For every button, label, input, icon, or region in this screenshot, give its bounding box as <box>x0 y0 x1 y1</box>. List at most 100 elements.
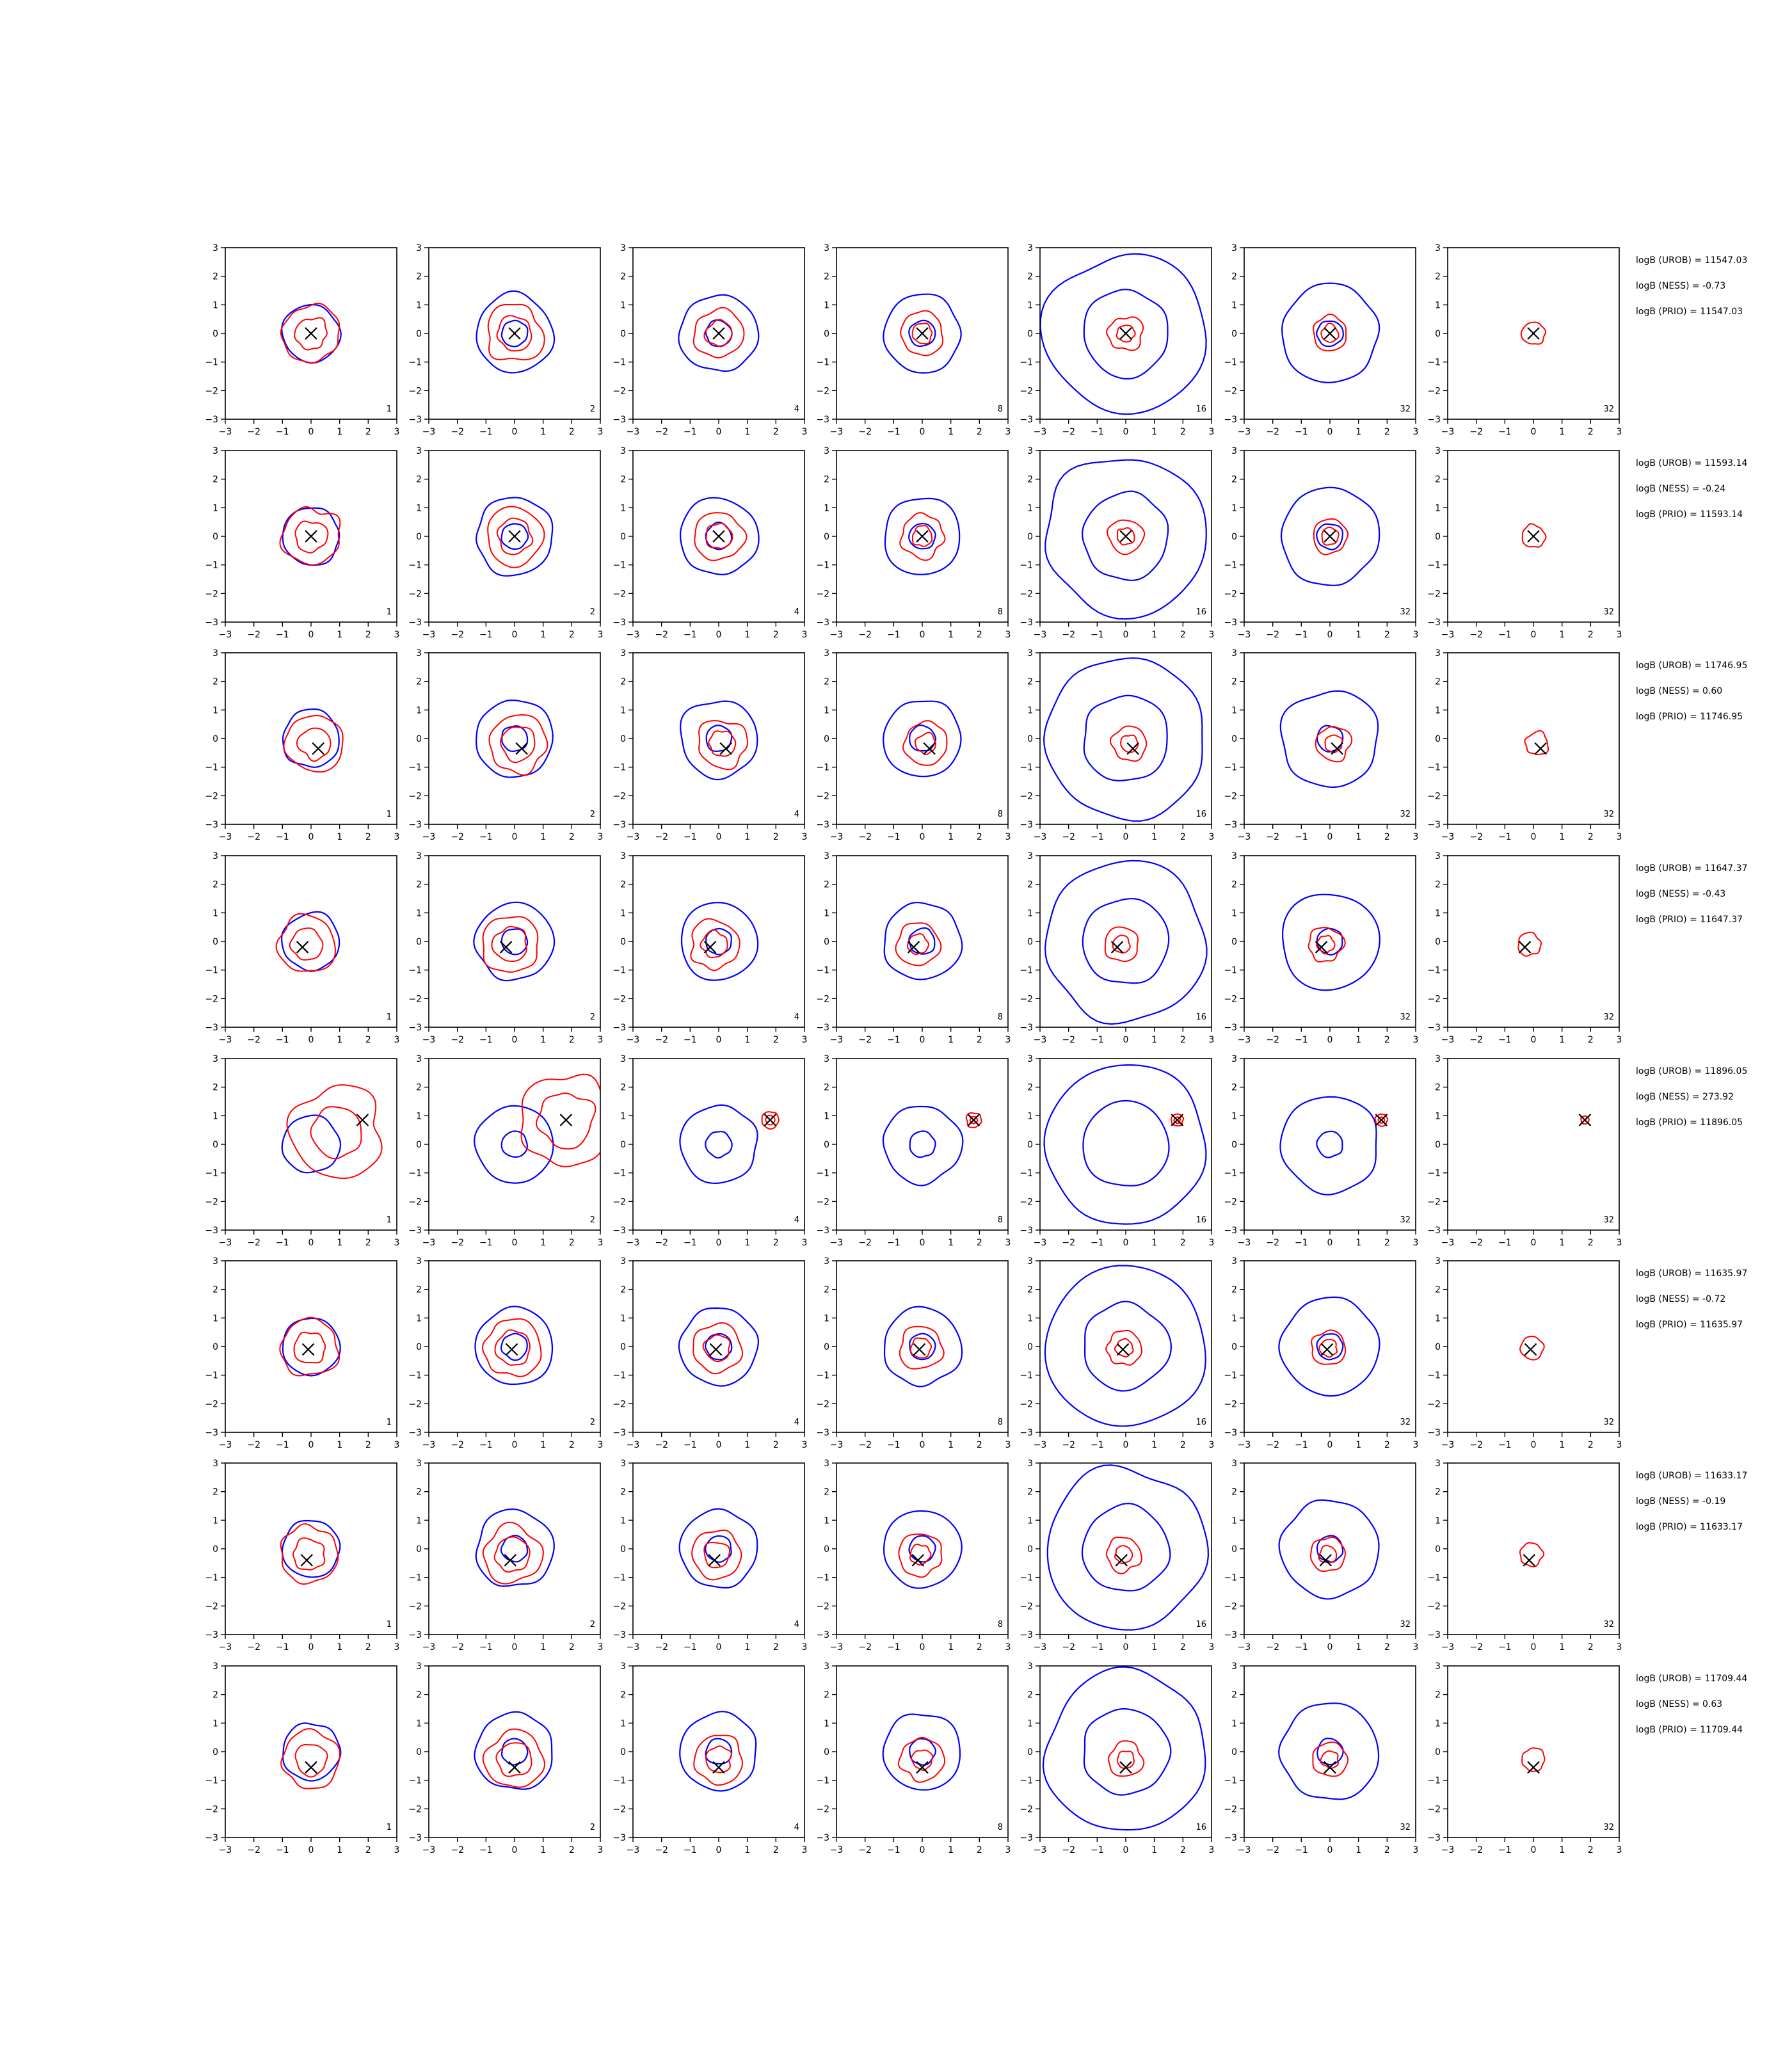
y-tick-label: −1 <box>612 1573 626 1583</box>
x-tick-label: 3 <box>1617 630 1622 640</box>
panel-r6-c4: −3−3 −2 −2 −1 −1 0 0 1 1 2 2 3 3 8 <box>816 1256 1011 1450</box>
blue-contour <box>1278 1296 1380 1397</box>
y-tick-label: 2 <box>620 272 626 282</box>
panel-r8-c3: −3−3 −2 −2 −1 −1 0 0 1 1 2 2 3 3 4 <box>612 1661 807 1855</box>
x-tick-label: 0 <box>1531 1642 1537 1652</box>
y-tick-label: −2 <box>1427 589 1441 599</box>
x-tick-label: 2 <box>773 1440 779 1450</box>
y-tick-label: −1 <box>205 763 218 773</box>
x-tick-label: −1 <box>276 427 289 437</box>
x-tick-label: −3 <box>1238 1035 1251 1045</box>
y-tick-label: 3 <box>416 1054 422 1064</box>
y-tick-label: 1 <box>1435 1516 1441 1526</box>
x-tick-label: −1 <box>276 1845 289 1855</box>
x-tick-label: 1 <box>540 832 546 842</box>
x-tick-label: 3 <box>1209 1035 1215 1045</box>
panel-annotation: 2 <box>590 1823 595 1832</box>
x-tick-label: −2 <box>1062 1238 1075 1248</box>
panel-r8-c4: −3−3 −2 −2 −1 −1 0 0 1 1 2 2 3 3 8 <box>816 1661 1011 1855</box>
y-tick-label: −2 <box>1224 1804 1237 1814</box>
x-tick-label: 0 <box>308 832 314 842</box>
x-tick-label: 3 <box>1209 1440 1215 1450</box>
x-tick-label: 1 <box>744 1845 750 1855</box>
x-tick-label: −1 <box>1498 1642 1512 1652</box>
panel-annotation: 16 <box>1196 1823 1206 1832</box>
red-contour <box>703 1541 731 1569</box>
y-tick-label: 1 <box>212 503 218 513</box>
y-tick-label: 0 <box>212 329 218 339</box>
axes-frame <box>632 1058 805 1231</box>
x-tick-label: 0 <box>1327 1238 1333 1248</box>
x-tick-label: −3 <box>627 832 640 842</box>
x-tick-label: −2 <box>1062 832 1075 842</box>
axes-frame <box>225 1462 397 1635</box>
x-tick-label: −1 <box>684 1440 697 1450</box>
y-tick-label: −1 <box>408 1169 422 1179</box>
true-value-marker <box>508 327 521 340</box>
x-tick-label: 0 <box>1123 427 1129 437</box>
red-contour <box>481 1318 542 1377</box>
y-tick-label: 2 <box>1231 1690 1237 1700</box>
axes-frame <box>1447 652 1620 825</box>
y-tick-label: 0 <box>620 1544 626 1555</box>
axes-frame <box>836 1665 1009 1838</box>
x-tick-label: 2 <box>365 427 371 437</box>
panel-r3-c7: −3−3 −2 −2 −1 −1 0 0 1 1 2 2 3 3 32 <box>1427 648 1622 842</box>
y-tick-label: −1 <box>1224 966 1237 976</box>
contours <box>884 497 961 575</box>
y-tick-label: 2 <box>416 475 422 485</box>
true-value-marker <box>1324 1761 1336 1774</box>
x-tick-label: 3 <box>802 1035 808 1045</box>
y-tick-label: −2 <box>816 386 829 396</box>
axes-frame <box>1039 1462 1212 1635</box>
contours <box>681 902 759 981</box>
blue-contour <box>883 1510 963 1589</box>
y-tick-label: −2 <box>1020 1601 1033 1612</box>
y-tick-label: 1 <box>416 503 422 513</box>
logb-prio-label: logB (PRIO) = 11633.17 <box>1636 1522 1743 1532</box>
axes-frame <box>1447 1462 1620 1635</box>
y-tick-label: 3 <box>212 851 218 861</box>
y-tick-label: −1 <box>1224 1776 1237 1786</box>
y-tick-label: 0 <box>416 937 422 947</box>
red-contour <box>969 1116 979 1124</box>
contours <box>1519 1336 1545 1361</box>
x-tick-label: −1 <box>1091 832 1104 842</box>
y-tick-label: 2 <box>1231 880 1237 890</box>
true-value-marker <box>505 1343 518 1356</box>
x-tick-label: 0 <box>920 832 925 842</box>
y-tick-label: 2 <box>824 1285 829 1295</box>
contours <box>1046 1464 1210 1631</box>
true-value-marker <box>916 327 929 340</box>
x-tick-label: 0 <box>1327 1642 1333 1652</box>
y-tick-label: 2 <box>1027 1083 1033 1093</box>
y-tick-label: −2 <box>816 1399 829 1409</box>
panel-annotation: 4 <box>794 810 799 819</box>
x-tick-label: 1 <box>1559 1035 1565 1045</box>
y-tick-label: −1 <box>816 763 829 773</box>
axes-frame <box>1039 855 1212 1028</box>
y-tick-label: 2 <box>620 1690 626 1700</box>
y-tick-label: 0 <box>824 532 829 542</box>
x-tick-label: −1 <box>887 1845 900 1855</box>
red-contour <box>482 1521 544 1585</box>
x-tick-label: −3 <box>830 1642 844 1652</box>
panel-annotation: 16 <box>1196 1418 1206 1427</box>
panel-r6-c2: −3−3 −2 −2 −1 −1 0 0 1 1 2 2 3 3 2 <box>408 1256 603 1450</box>
x-tick-label: 0 <box>1123 1440 1129 1450</box>
y-tick-label: −1 <box>816 1169 829 1179</box>
blue-contour <box>474 1306 553 1385</box>
x-tick-label: 2 <box>569 1035 575 1045</box>
y-tick-label: 1 <box>824 1313 829 1324</box>
blue-contour <box>909 1332 936 1361</box>
y-tick-label: −3 <box>408 1226 422 1236</box>
x-tick-label: 2 <box>569 832 575 842</box>
x-tick-label: −2 <box>655 1440 668 1450</box>
x-tick-label: −1 <box>684 630 697 640</box>
red-contour <box>1318 1544 1338 1563</box>
x-tick-label: −3 <box>422 1238 436 1248</box>
contours <box>679 1104 780 1185</box>
panel-annotation: 1 <box>387 1215 392 1225</box>
true-value-marker <box>1171 1114 1184 1126</box>
y-tick-label: 1 <box>416 1313 422 1324</box>
